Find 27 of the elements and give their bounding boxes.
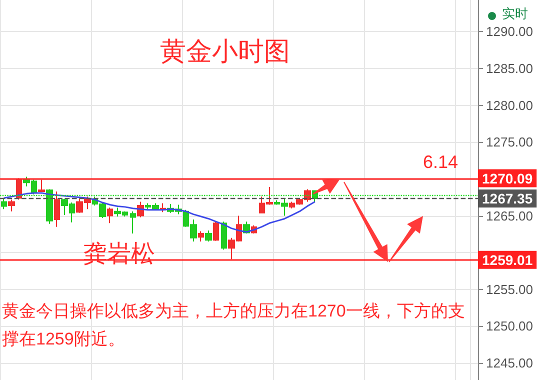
ref-line-label: 1259.01: [482, 252, 533, 268]
y-tick-label: 1275.00: [486, 134, 533, 150]
y-tick-label: 1245.00: [486, 356, 533, 371]
y-tick-label: 1250.00: [486, 318, 533, 334]
line-series: [3, 192, 316, 233]
candlestick: [221, 221, 227, 250]
candlestick: [54, 190, 60, 228]
candlestick: [213, 221, 219, 242]
y-tick-label: 1290.00: [486, 24, 533, 40]
y-tick-label: 1285.00: [486, 60, 533, 76]
candlestick: [130, 210, 136, 234]
candlestick: [38, 179, 45, 192]
y-tick-label: 1255.00: [486, 282, 533, 297]
candlestick: [1, 198, 7, 210]
candlestick: [8, 199, 15, 212]
ref-line-label: 1267.35: [482, 190, 533, 206]
candlestick: [46, 188, 53, 224]
candlestick: [107, 207, 113, 224]
annotation: 黄金今日操作以低多为主，上方的压力在1270一线，下方的支撑在1259附近。: [2, 302, 465, 348]
text: 实时: [502, 6, 528, 21]
candlestick: [205, 230, 212, 242]
ref-line-label: 1270.09: [482, 170, 533, 186]
y-tick-label: 1280.00: [486, 98, 533, 113]
y-tick-label: 1265.00: [486, 208, 533, 224]
annotation: 6.14: [423, 152, 458, 172]
candlestick: [198, 230, 204, 242]
text: 黄金小时图: [160, 36, 290, 66]
